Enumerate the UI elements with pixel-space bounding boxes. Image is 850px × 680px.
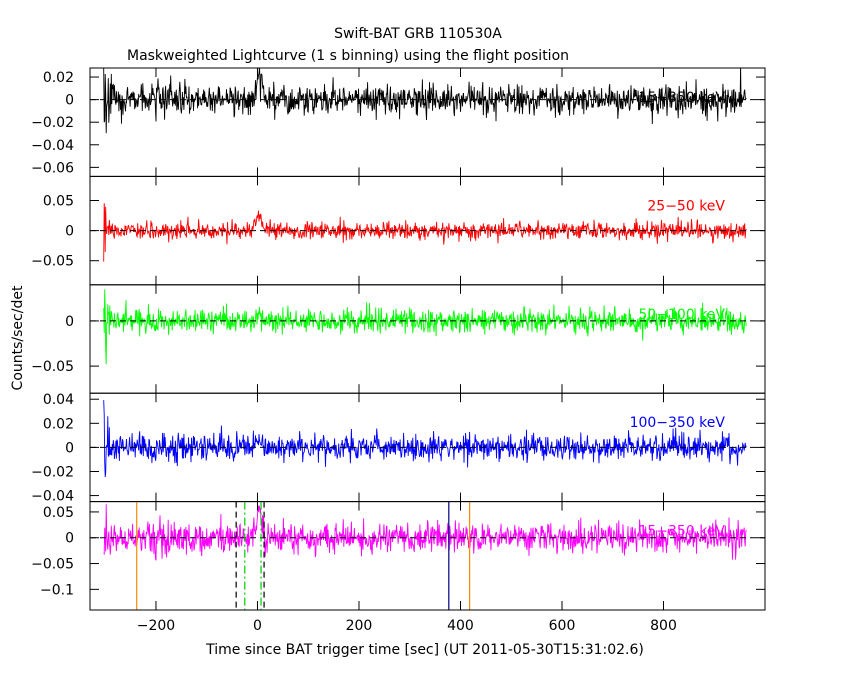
x-axis-label: Time since BAT trigger time [sec] (UT 20… xyxy=(205,642,644,658)
y-tick-label: 0.05 xyxy=(43,505,74,521)
y-tick-label: 0.02 xyxy=(43,70,74,86)
chart-title: Swift-BAT GRB 110530A xyxy=(334,26,502,42)
y-tick-label: −0.04 xyxy=(31,489,74,505)
y-tick-label: −0.05 xyxy=(31,254,74,270)
panel-frame xyxy=(89,501,766,611)
series-line-5 xyxy=(103,504,747,561)
band-label: 15−350 keV xyxy=(638,90,725,106)
y-tick-label: −0.06 xyxy=(31,160,74,176)
chart-subtitle: Maskweighted Lightcurve (1 s binning) us… xyxy=(127,48,569,64)
y-tick-label: −0.05 xyxy=(31,359,74,375)
panel-frame xyxy=(89,284,766,394)
x-tick-label: 0 xyxy=(253,618,262,634)
y-tick-label: 0 xyxy=(65,531,74,547)
panel-3: 0 −0.05 50−100 keV xyxy=(31,284,766,394)
y-tick-label: 0.02 xyxy=(43,416,74,432)
x-tick-label: 600 xyxy=(549,618,576,634)
panel-1: 0.02 0 −0.02 −0.04 −0.06 15−350 keV xyxy=(31,67,766,177)
panel-5: 0.05 0 −0.05 −0.1 −200 0 200 400 600 800 15−350 ke… xyxy=(31,501,766,634)
panel-frame xyxy=(89,67,766,177)
panel-4: 0.04 0.02 0 −0.02 −0.04 100−350 keV xyxy=(31,392,766,505)
y-tick-label: 0.04 xyxy=(43,392,74,408)
y-tick-label: 0 xyxy=(65,93,74,109)
series-line-4 xyxy=(103,400,747,478)
panels: 0.02 0 −0.02 −0.04 −0.06 15−350 keV 0.05 0 −0.05… xyxy=(31,67,766,634)
band-label: 15−350 keV xyxy=(638,524,725,540)
y-tick-label: −0.04 xyxy=(31,138,74,154)
y-tick-label: −0.02 xyxy=(31,115,74,131)
x-tick-label: 400 xyxy=(447,618,474,634)
x-tick-label: −200 xyxy=(137,618,175,634)
band-label: 25−50 keV xyxy=(647,198,725,214)
band-label: 100−350 keV xyxy=(630,415,726,431)
y-tick-label: 0 xyxy=(65,224,74,240)
series-line-1 xyxy=(103,68,747,134)
panel-2: 0.05 0 −0.05 25−50 keV xyxy=(31,175,766,286)
y-tick-label: −0.05 xyxy=(31,557,74,573)
y-tick-label: −0.1 xyxy=(40,582,74,598)
y-tick-label: −0.02 xyxy=(31,464,74,480)
band-label: 50−100 keV xyxy=(638,307,725,323)
x-tick-label: 800 xyxy=(650,618,677,634)
series-line-3 xyxy=(103,289,747,365)
x-tick-label: 200 xyxy=(346,618,373,634)
y-tick-label: 0.05 xyxy=(43,193,74,209)
y-tick-label: 0 xyxy=(65,440,74,456)
y-tick-label: 0 xyxy=(65,314,74,330)
y-axis-label: Counts/sec/det xyxy=(10,285,26,390)
